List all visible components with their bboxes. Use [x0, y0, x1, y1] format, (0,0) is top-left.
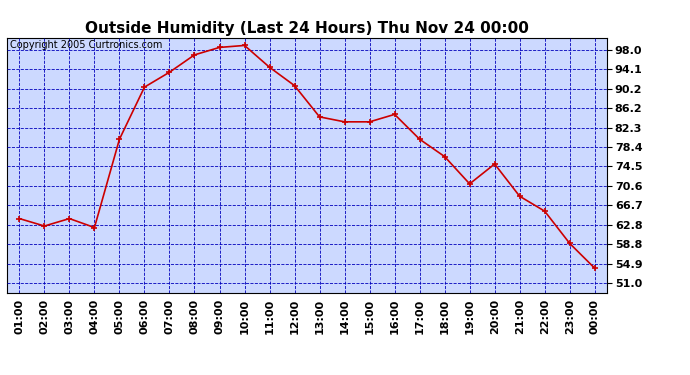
Text: Copyright 2005 Curtronics.com: Copyright 2005 Curtronics.com [10, 40, 162, 50]
Title: Outside Humidity (Last 24 Hours) Thu Nov 24 00:00: Outside Humidity (Last 24 Hours) Thu Nov… [85, 21, 529, 36]
